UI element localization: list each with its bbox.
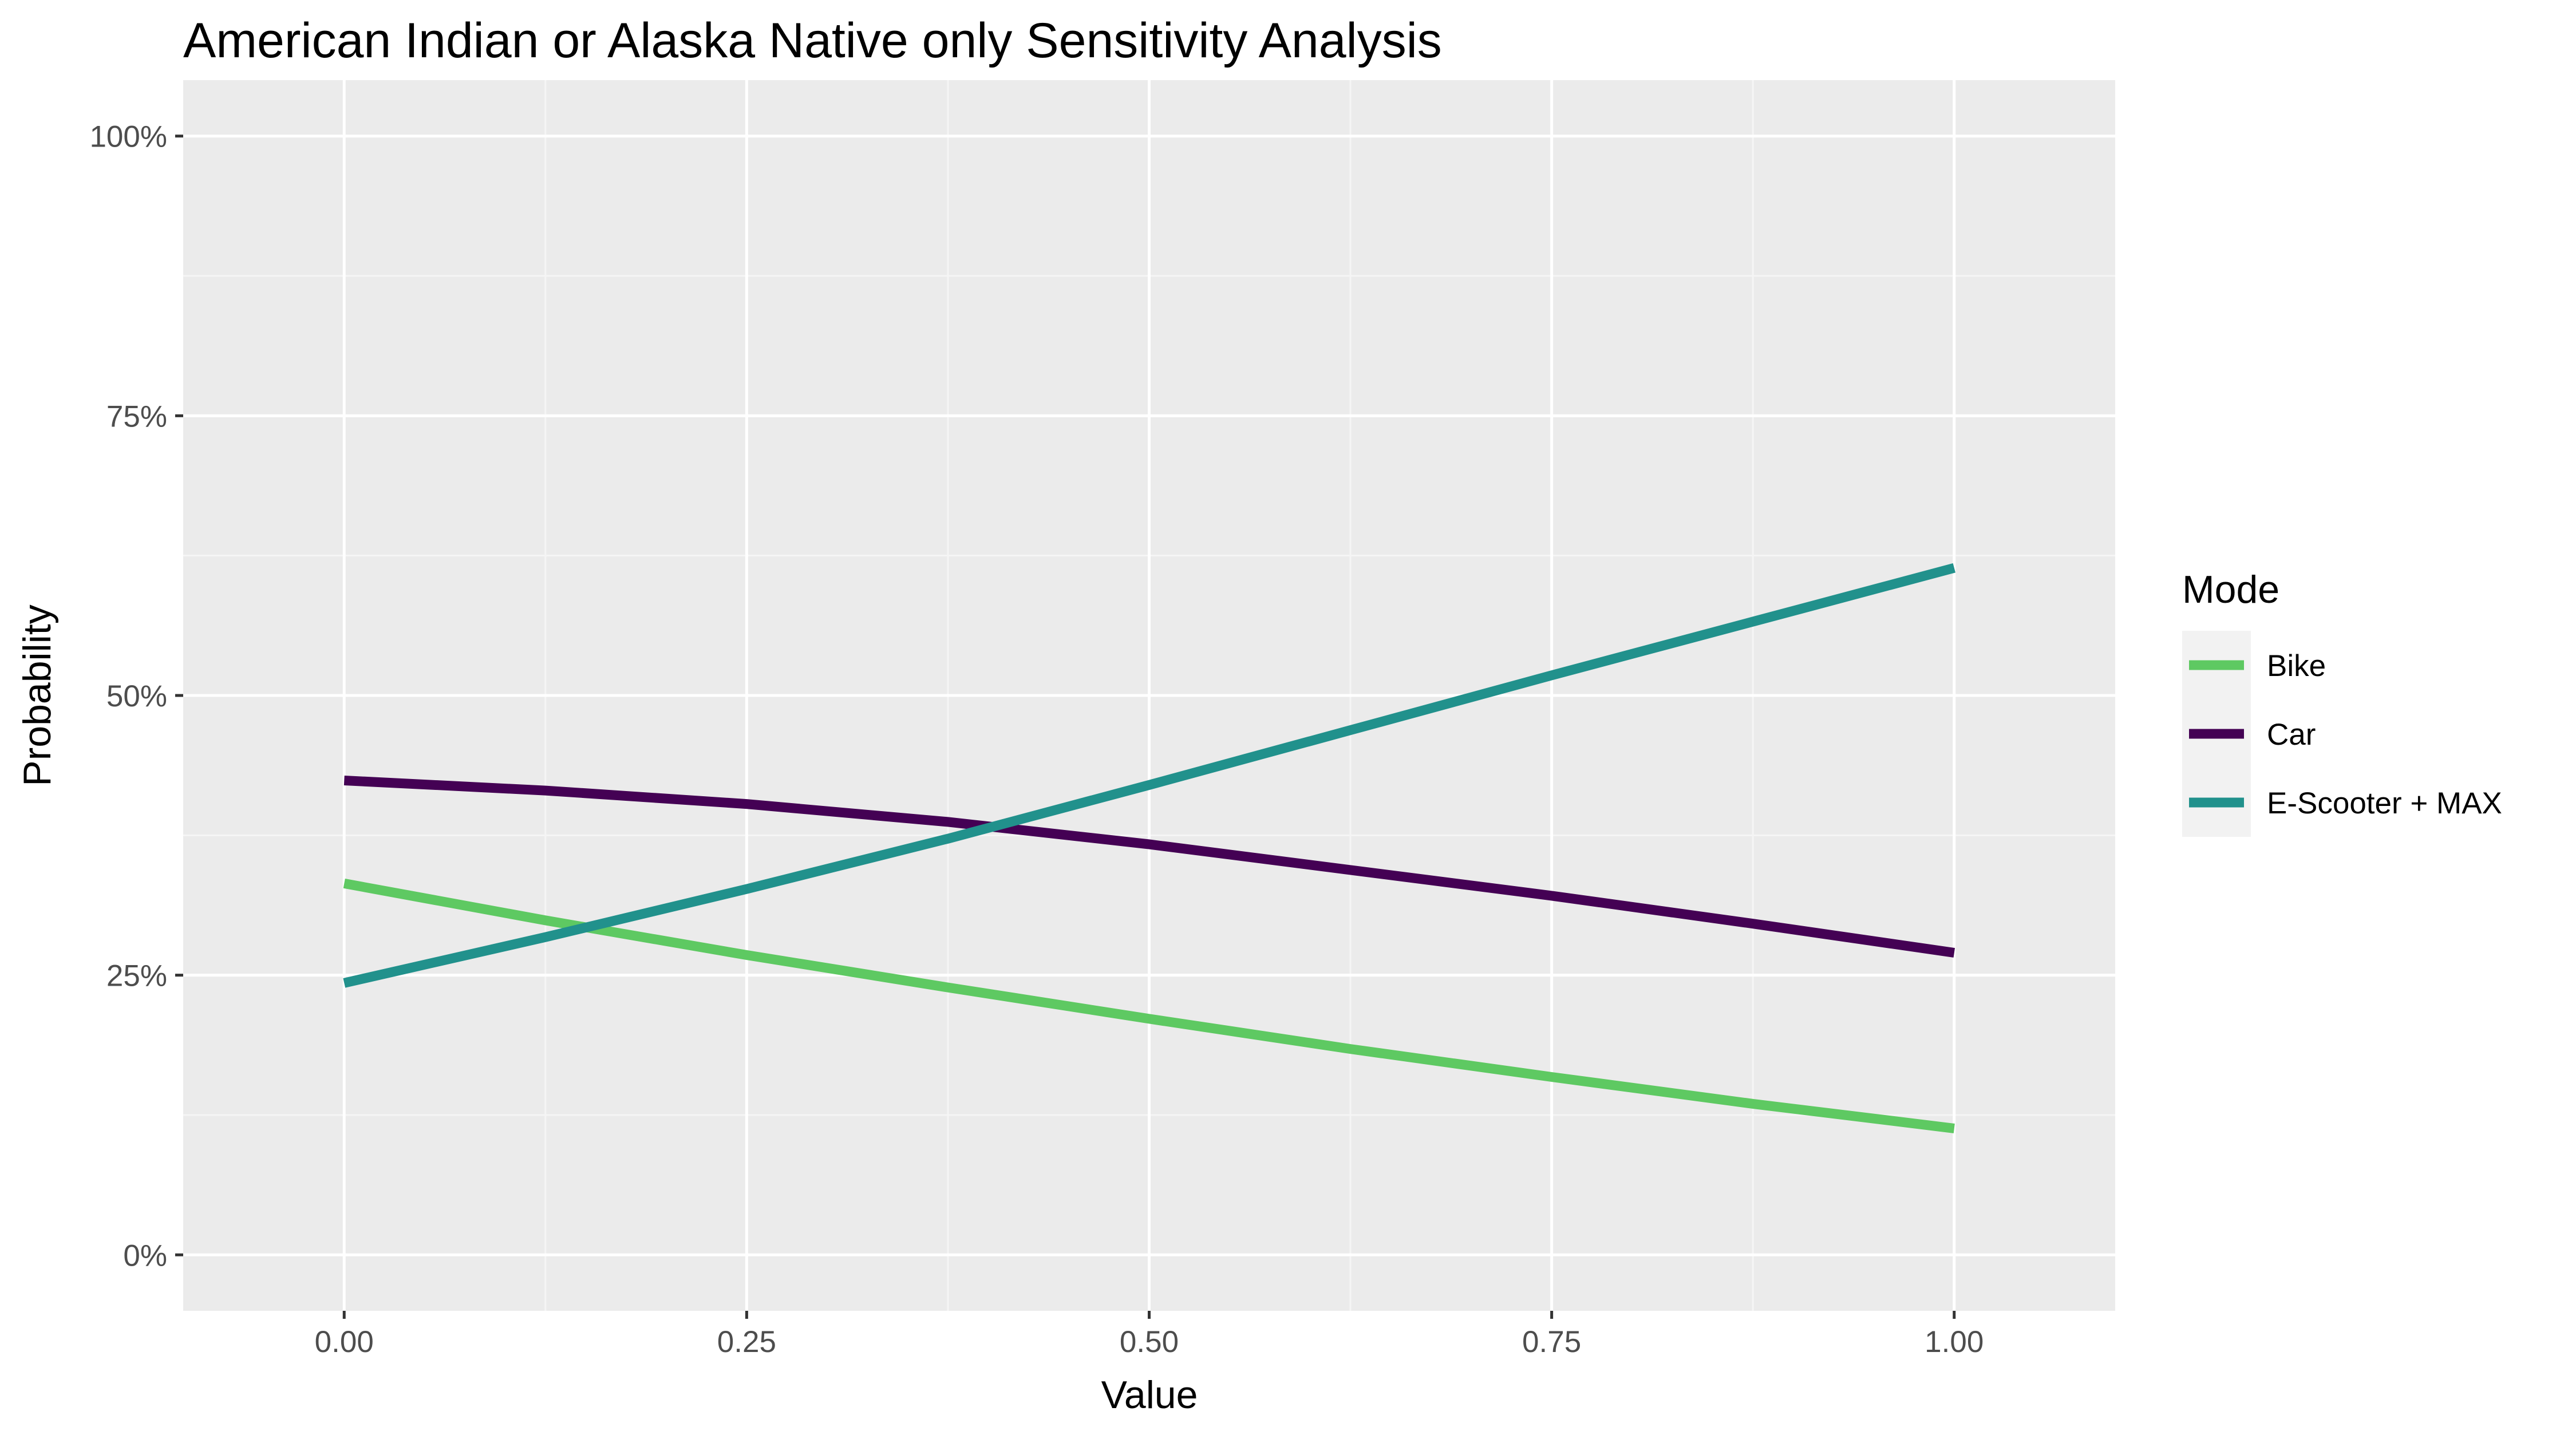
y-tick-label: 25% [106, 959, 167, 993]
legend-title: Mode [2182, 568, 2279, 611]
y-tick-label: 50% [106, 679, 167, 713]
x-tick-label: 0.75 [1522, 1325, 1581, 1359]
y-axis-title: Probability [15, 604, 59, 786]
legend-label-e-scooter-max: E-Scooter + MAX [2267, 786, 2502, 820]
legend-items: Bike Car E-Scooter + MAX [2182, 631, 2502, 837]
y-axis: 0% 25% 50% 75% 100% [89, 120, 183, 1272]
series-layer [343, 563, 1955, 1133]
x-axis-title: Value [1101, 1373, 1198, 1417]
x-axis: 0.00 0.25 0.50 0.75 1.00 [315, 1311, 1984, 1359]
series-line-bike [343, 879, 1955, 1133]
series-line-car [343, 776, 1955, 958]
x-tick-label: 0.00 [315, 1325, 374, 1359]
legend: Mode Bike Car E-Scooter + MAX [2182, 568, 2502, 837]
y-tick-label: 75% [106, 400, 167, 433]
legend-label-bike: Bike [2267, 649, 2326, 683]
x-tick-label: 0.25 [717, 1325, 776, 1359]
series-line-e-scooter-max [343, 563, 1955, 988]
grid-layer [183, 80, 2115, 1311]
y-tick-label: 100% [89, 120, 167, 154]
y-tick-label: 0% [123, 1239, 167, 1272]
x-tick-label: 1.00 [1925, 1325, 1984, 1359]
chart-title: American Indian or Alaska Native only Se… [183, 13, 1442, 68]
legend-label-car: Car [2267, 718, 2316, 752]
x-tick-label: 0.50 [1120, 1325, 1179, 1359]
